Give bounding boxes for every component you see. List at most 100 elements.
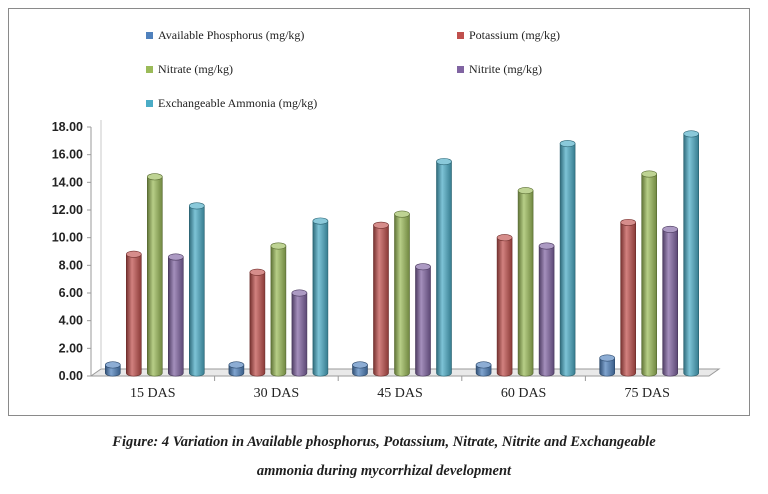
bar	[126, 250, 142, 377]
caption-line-1: Figure: 4 Variation in Available phospho…	[112, 434, 656, 450]
bar	[496, 234, 513, 377]
y-tick-label: 12.00	[52, 203, 83, 217]
bar-cap	[270, 242, 287, 250]
bar-body	[373, 224, 389, 377]
chart-svg: Available Phosphorus (mg/kg) Potassium (m…	[52, 28, 721, 401]
bar	[662, 225, 679, 377]
bar	[538, 242, 555, 377]
bar-cap	[475, 361, 492, 369]
bar-cap	[620, 218, 637, 226]
bar-cap	[641, 170, 658, 178]
bar	[620, 218, 637, 377]
bar	[270, 242, 287, 377]
bar-body	[683, 133, 699, 377]
x-tick-label: 15 DAS	[130, 386, 176, 401]
legend-swatch	[457, 32, 464, 39]
bar-body	[126, 253, 142, 377]
x-tick-label: 60 DAS	[501, 386, 547, 401]
bar	[249, 268, 266, 377]
caption-line-2: ammonia during mycorrhizal development	[256, 463, 512, 479]
bar-cap	[436, 158, 452, 166]
legend-swatch	[146, 66, 153, 73]
bar-body	[662, 229, 678, 377]
bar-cap	[147, 173, 163, 181]
bar	[415, 263, 431, 377]
bar	[291, 289, 308, 377]
bar	[517, 187, 534, 377]
bar-cap	[291, 289, 308, 297]
bar-body	[168, 256, 184, 377]
bar-cap	[559, 140, 576, 148]
bar	[475, 361, 492, 377]
bar-body	[496, 237, 513, 377]
x-tick-label: 45 DAS	[377, 386, 423, 401]
bar	[312, 217, 329, 377]
bar-body	[436, 161, 452, 377]
bar	[189, 202, 205, 377]
bar-body	[249, 271, 266, 377]
bar-cap	[228, 361, 245, 369]
bar-cap	[373, 221, 389, 229]
bar-cap	[105, 361, 121, 369]
bar	[436, 158, 452, 377]
y-tick-label: 18.00	[52, 120, 83, 134]
bar-cap	[394, 210, 410, 218]
bar-cap	[662, 225, 679, 233]
bar-cap	[517, 187, 534, 195]
bar-cap	[168, 253, 184, 261]
bar	[599, 354, 616, 377]
y-tick-label: 10.00	[52, 231, 83, 245]
bar	[352, 361, 368, 377]
legend-label: Exchangeable Ammonia (mg/kg)	[158, 96, 317, 110]
chart-frame: Available Phosphorus (mg/kg) Potassium (m…	[8, 8, 750, 416]
figure-caption: Figure: 4 Variation in Available phospho…	[0, 428, 768, 486]
bar	[641, 170, 658, 377]
y-tick-label: 6.00	[59, 286, 83, 300]
bar-body	[641, 173, 657, 377]
bar-body	[415, 266, 431, 377]
y-tick-label: 4.00	[59, 314, 83, 328]
y-tick-label: 14.00	[52, 175, 83, 189]
x-tick-label: 75 DAS	[624, 386, 670, 401]
legend-label: Potassium (mg/kg)	[469, 28, 560, 42]
bar-body	[538, 245, 555, 377]
bar-body	[517, 190, 534, 377]
bar-body	[147, 176, 163, 377]
bar	[394, 210, 410, 377]
legend-label: Available Phosphorus (mg/kg)	[158, 28, 304, 42]
bar-cap	[126, 250, 142, 258]
y-tick-label: 16.00	[52, 148, 83, 162]
bar-cap	[249, 268, 266, 276]
bar-cap	[538, 242, 555, 250]
bar-cap	[683, 130, 700, 138]
bar-body	[394, 213, 410, 377]
bar	[168, 253, 184, 377]
bar	[373, 221, 389, 377]
bar-body	[599, 357, 615, 377]
bar-cap	[496, 234, 513, 242]
legend-label: Nitrite (mg/kg)	[469, 62, 542, 76]
legend-swatch	[146, 32, 153, 39]
bar-cap	[189, 202, 205, 210]
y-tick-label: 8.00	[59, 258, 83, 272]
bar-body	[620, 222, 636, 377]
bar-cap	[312, 217, 329, 225]
bar	[228, 361, 245, 377]
legend-swatch	[146, 100, 153, 107]
bar	[105, 361, 121, 377]
bar-body	[189, 205, 205, 377]
legend: Available Phosphorus (mg/kg) Potassium (m…	[146, 28, 560, 110]
y-tick-label: 0.00	[59, 369, 83, 383]
bar-body	[312, 220, 329, 377]
axes: 0.00 2.00 4.00 6.00 8.00 10.00 12.00 14.00 16.00…	[52, 120, 721, 401]
x-tick-label: 30 DAS	[254, 386, 300, 401]
bar	[559, 140, 576, 377]
y-tick-label: 2.00	[59, 341, 83, 355]
bar-body	[291, 292, 308, 377]
bar-cap	[415, 263, 431, 271]
bar	[147, 173, 163, 377]
legend-swatch	[457, 66, 464, 73]
bar-body	[270, 245, 287, 377]
legend-label: Nitrate (mg/kg)	[158, 62, 233, 76]
bars	[105, 130, 700, 377]
